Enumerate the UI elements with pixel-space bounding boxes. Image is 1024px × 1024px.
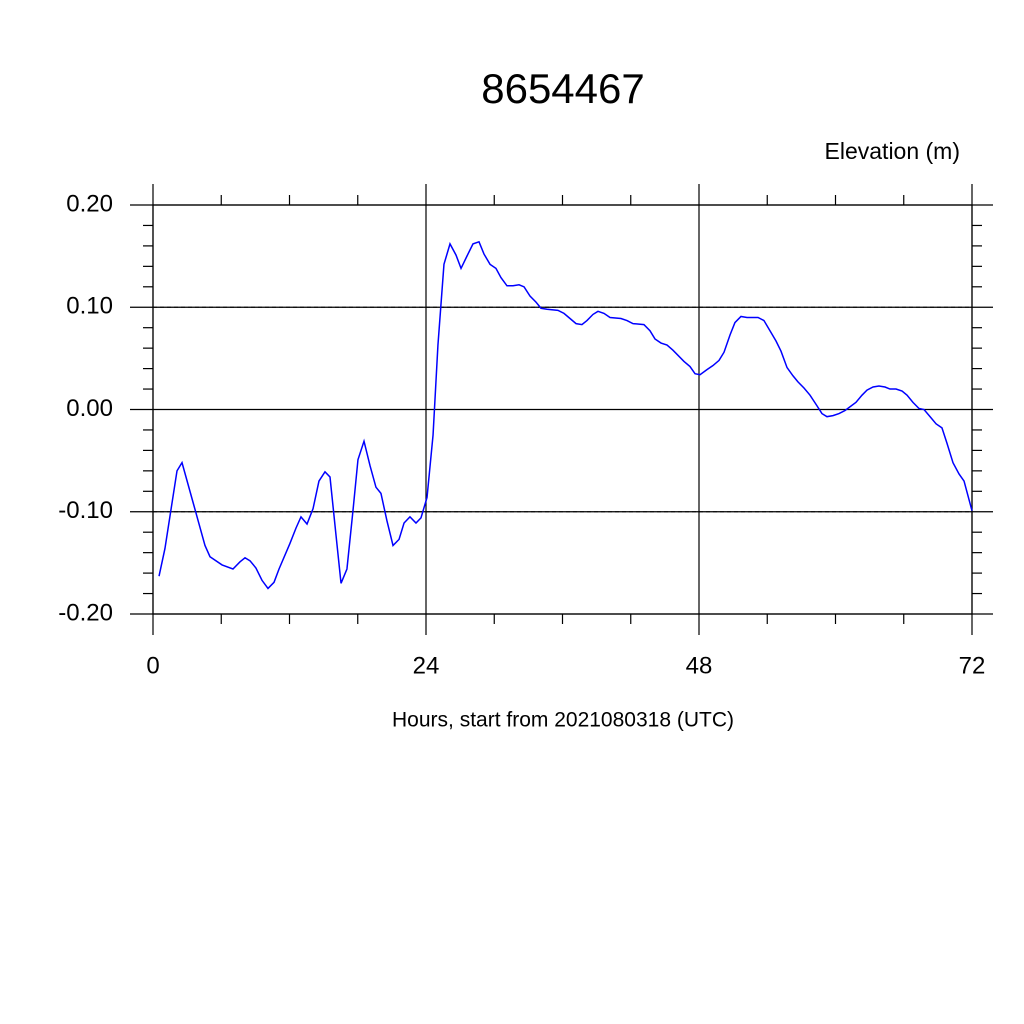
- y-tick-label: -0.10: [58, 497, 113, 524]
- y-tick-label: 0.00: [66, 395, 113, 422]
- plot-frame: [152, 204, 973, 615]
- chart-title: 8654467: [481, 65, 645, 112]
- y-tick-label: 0.10: [66, 293, 113, 320]
- y-tick-label: 0.20: [66, 190, 113, 217]
- x-tick-label: 0: [146, 652, 159, 679]
- x-tick-label: 48: [686, 652, 713, 679]
- data-line: [158, 240, 973, 590]
- y-tick-label: -0.20: [58, 599, 113, 626]
- x-tick-label: 24: [413, 652, 440, 679]
- x-axis-label: Hours, start from 2021080318 (UTC): [392, 709, 734, 732]
- x-tick-label: 72: [959, 652, 986, 679]
- axis-unit: Elevation (m): [825, 138, 960, 164]
